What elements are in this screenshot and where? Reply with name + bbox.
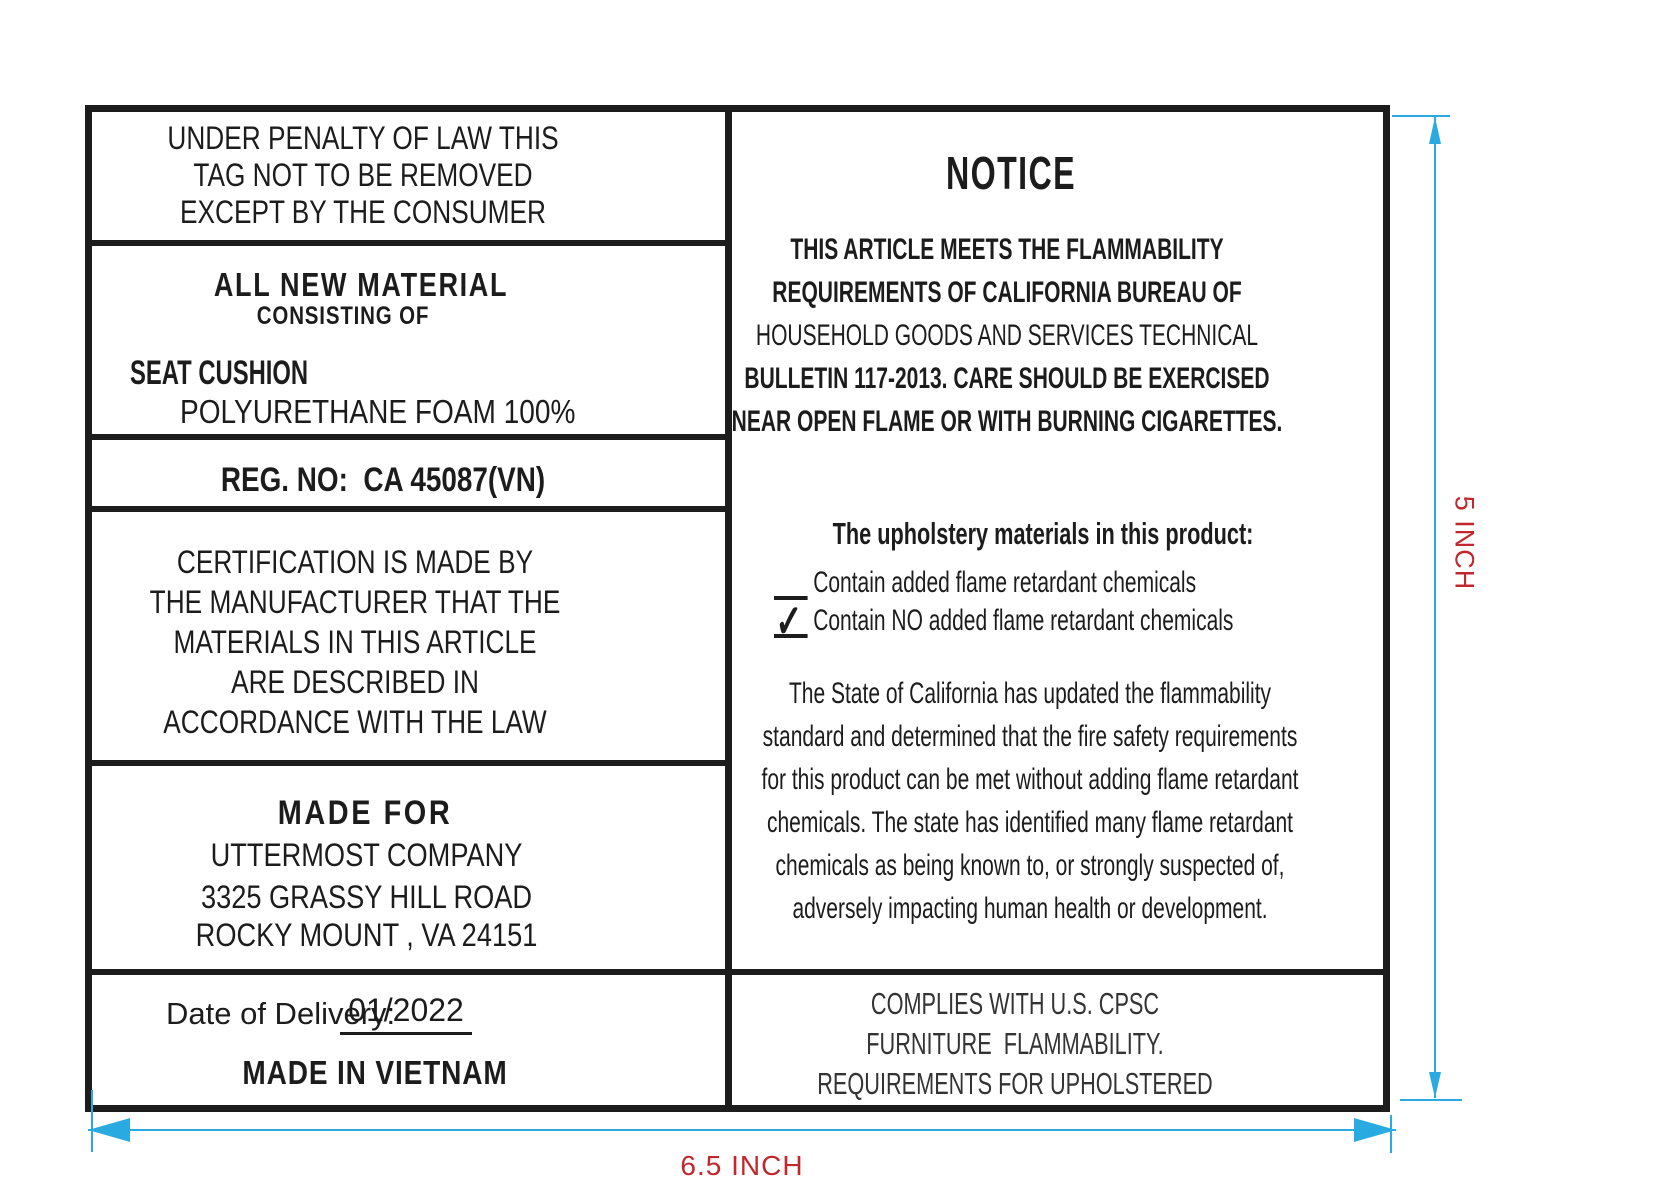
height-dimension-label: 5 INCH [1449,495,1480,591]
flammability-notice-paragraph: THIS ARTICLE MEETS THE FLAMMABILITY REQU… [706,228,1308,443]
penalty-line: EXCEPT BY THE CONSUMER [179,194,546,230]
material-composition: POLYURETHANE FOAM 100% [180,393,576,430]
unchecked-blank-line [774,562,808,600]
notice-line: NEAR OPEN FLAME OR WITH BURNING CIGARETT… [731,405,1283,438]
certification-line: THE MANUFACTURER THAT THE [149,584,561,620]
paragraph-line: for this product can be met without addi… [761,763,1299,796]
delivery-date-value: 01/2022 [340,988,472,1035]
rule-below-penalty [92,240,725,246]
made-for-title: MADE FOR [277,794,453,832]
paragraph-line: The State of California has updated the … [788,677,1272,710]
country-of-origin: MADE IN VIETNAM [242,1054,508,1091]
made-for-company: UTTERMOST COMPANY [210,837,523,873]
certification-line: ACCORDANCE WITH THE LAW [163,704,547,740]
paragraph-line: standard and determined that the fire sa… [762,720,1298,753]
option-label: Contain added flame retardant chemicals [813,566,1197,599]
material-item: SEAT CUSHION [130,354,309,392]
checked-blank-line: ✓ [774,598,808,644]
paragraph-line: adversely impacting human health or deve… [792,892,1268,925]
width-dimension-label: 6.5 INCH [680,1150,804,1181]
option-contains-retardants: Contain added flame retardant chemicals [774,562,1196,600]
notice-line: HOUSEHOLD GOODS AND SERVICES TECHNICAL [755,319,1259,352]
compliance-line: REQUIREMENTS FOR UPHOLSTERED [817,1066,1213,1101]
certification-line: MATERIALS IN THIS ARTICLE [173,624,537,660]
cpsc-compliance-statement: COMPLIES WITH U.S. CPSC FURNITURE FLAMMA… [721,984,1309,1104]
made-for-address-city: ROCKY MOUNT , VA 24151 [195,917,538,953]
paragraph-line: chemicals. The state has identified many… [766,806,1294,839]
penalty-line: TAG NOT TO BE REMOVED [193,157,533,193]
material-subtitle: CONSISTING OF [256,302,430,330]
law-label: UNDER PENALTY OF LAW THIS TAG NOT TO BE … [85,105,1390,1112]
rule-above-footer [92,969,1383,975]
state-of-california-paragraph: The State of California has updated the … [722,672,1338,930]
rule-below-reg [92,506,725,512]
option-label: Contain NO added flame retardant chemica… [813,604,1234,637]
checkmark-icon: ✓ [775,595,803,647]
delivery-date-label: Date of Delivery: [166,996,396,1031]
compliance-line: FURNITURE FLAMMABILITY. [866,1026,1164,1061]
registration-number: REG. NO: CA 45087(VN) [220,461,546,499]
certification-line: CERTIFICATION IS MADE BY [176,544,534,580]
upholstery-header: The upholstery materials in this product… [832,516,1254,551]
penalty-line: UNDER PENALTY OF LAW THIS [167,120,559,156]
paragraph-line: chemicals as being known to, or strongly… [775,849,1285,882]
notice-line: BULLETIN 117-2013. CARE SHOULD BE EXERCI… [744,362,1270,395]
compliance-line: COMPLIES WITH U.S. CPSC [870,986,1160,1021]
height-dimension-line [1392,115,1462,1101]
column-divider [725,112,732,1105]
notice-line: THIS ARTICLE MEETS THE FLAMMABILITY [790,233,1224,266]
made-for-address-street: 3325 GRASSY HILL ROAD [200,879,533,915]
certification-statement: CERTIFICATION IS MADE BY THE MANUFACTURE… [139,542,570,742]
rule-below-certification [92,760,725,766]
certification-line: ARE DESCRIBED IN [231,664,479,700]
option-no-retardants: ✓ Contain NO added flame retardant chemi… [774,598,1234,644]
penalty-statement: UNDER PENALTY OF LAW THIS TAG NOT TO BE … [141,120,585,231]
material-title: ALL NEW MATERIAL [213,266,509,303]
rule-below-material [92,434,725,440]
notice-title: NOTICE [945,147,1077,199]
notice-line: REQUIREMENTS OF CALIFORNIA BUREAU OF [772,276,1242,309]
